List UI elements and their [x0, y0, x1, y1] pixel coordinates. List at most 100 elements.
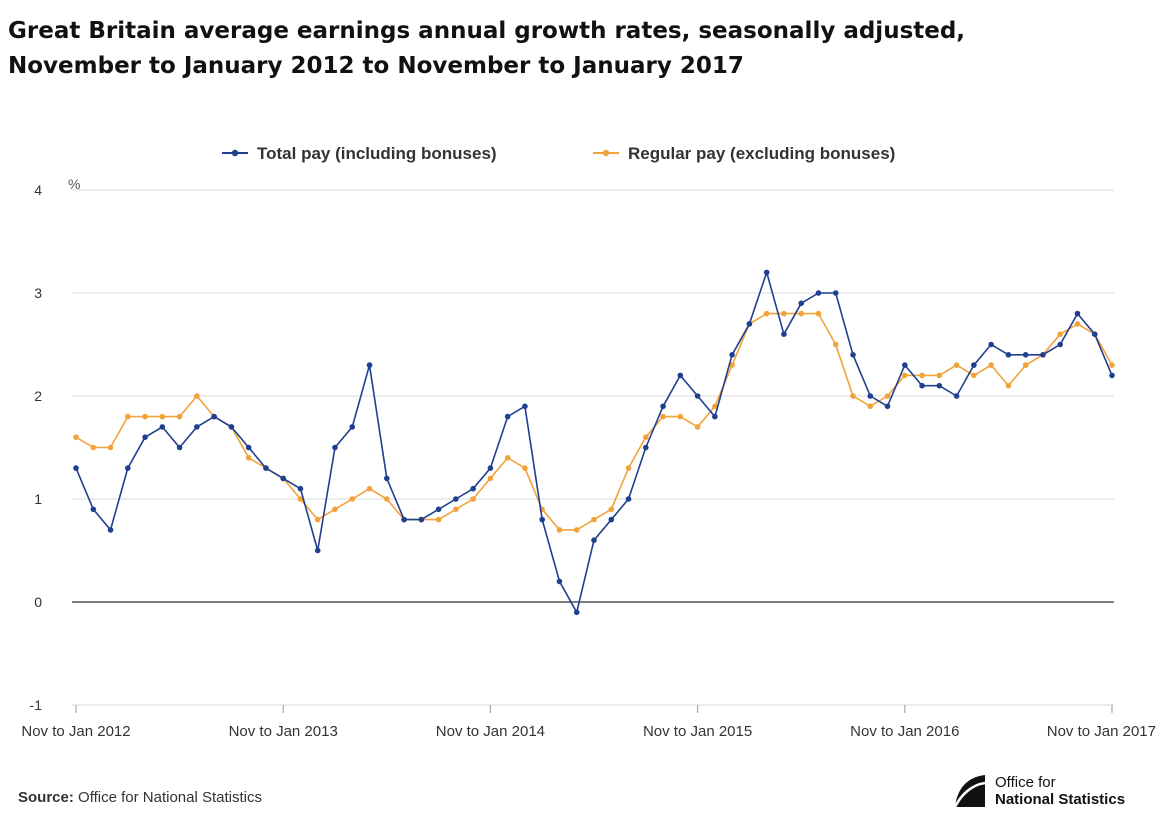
- total-pay-point[interactable]: [453, 496, 459, 502]
- total-pay-point[interactable]: [470, 485, 476, 492]
- total-pay-point[interactable]: [798, 300, 804, 307]
- total-pay-point[interactable]: [194, 424, 200, 430]
- regular-pay-point[interactable]: [884, 393, 891, 399]
- regular-pay-point[interactable]: [712, 403, 718, 410]
- regular-pay-point[interactable]: [781, 310, 787, 317]
- total-pay-point[interactable]: [1057, 341, 1063, 348]
- regular-pay-point[interactable]: [366, 485, 373, 492]
- regular-pay-point[interactable]: [73, 434, 79, 441]
- regular-pay-point[interactable]: [902, 372, 908, 379]
- total-pay-point[interactable]: [625, 496, 632, 502]
- regular-pay-point[interactable]: [504, 455, 511, 461]
- regular-pay-point[interactable]: [660, 413, 666, 420]
- regular-pay-point[interactable]: [850, 393, 856, 399]
- total-pay-point[interactable]: [159, 424, 166, 430]
- total-pay-point[interactable]: [401, 516, 407, 523]
- total-pay-point[interactable]: [608, 516, 615, 523]
- total-pay-point[interactable]: [522, 403, 528, 410]
- regular-pay-point[interactable]: [763, 310, 770, 317]
- total-pay-point[interactable]: [435, 506, 442, 513]
- regular-pay-point[interactable]: [573, 527, 580, 533]
- total-pay-point[interactable]: [556, 578, 563, 585]
- total-pay-point[interactable]: [677, 372, 684, 379]
- regular-pay-point[interactable]: [988, 362, 994, 368]
- total-pay-point[interactable]: [573, 609, 580, 616]
- regular-pay-point[interactable]: [1022, 362, 1029, 368]
- total-pay-point[interactable]: [314, 547, 321, 554]
- total-pay-point[interactable]: [73, 465, 79, 471]
- regular-pay-point[interactable]: [435, 516, 442, 523]
- regular-pay-point[interactable]: [384, 496, 390, 502]
- total-pay-point[interactable]: [850, 352, 856, 358]
- regular-pay-point[interactable]: [125, 413, 131, 420]
- regular-pay-point[interactable]: [1005, 382, 1012, 389]
- total-pay-point[interactable]: [988, 341, 994, 348]
- regular-pay-point[interactable]: [953, 362, 960, 368]
- total-pay-point[interactable]: [936, 382, 943, 389]
- total-pay-point[interactable]: [919, 382, 925, 389]
- regular-pay-point[interactable]: [245, 455, 252, 461]
- total-pay-point[interactable]: [953, 393, 960, 399]
- total-pay-point[interactable]: [694, 393, 701, 399]
- total-pay-point[interactable]: [125, 465, 131, 471]
- legend-regular-pay-marker-icon[interactable]: [602, 149, 610, 157]
- total-pay-point[interactable]: [902, 362, 908, 368]
- total-pay-point[interactable]: [107, 527, 114, 533]
- total-pay-point[interactable]: [384, 475, 390, 482]
- total-pay-point[interactable]: [297, 485, 304, 492]
- regular-pay-point[interactable]: [677, 413, 684, 420]
- total-pay-point[interactable]: [1022, 352, 1029, 358]
- total-pay-point[interactable]: [712, 413, 718, 420]
- total-pay-point[interactable]: [660, 403, 666, 410]
- total-pay-point[interactable]: [366, 362, 373, 368]
- regular-pay-point[interactable]: [142, 413, 148, 420]
- legend-total-pay-marker-icon[interactable]: [231, 149, 239, 157]
- total-pay-point[interactable]: [781, 331, 787, 338]
- regular-pay-point[interactable]: [919, 372, 925, 379]
- regular-pay-point[interactable]: [971, 372, 977, 379]
- regular-pay-point[interactable]: [522, 465, 528, 471]
- regular-pay-point[interactable]: [453, 506, 459, 513]
- regular-pay-point[interactable]: [1109, 362, 1115, 368]
- total-pay-point[interactable]: [228, 424, 235, 430]
- total-pay-point[interactable]: [142, 434, 148, 441]
- total-pay-point[interactable]: [746, 321, 753, 327]
- regular-pay-point[interactable]: [729, 362, 735, 368]
- regular-pay-point[interactable]: [643, 434, 649, 441]
- total-pay-point[interactable]: [643, 444, 649, 451]
- regular-pay-point[interactable]: [936, 372, 943, 379]
- total-pay-point[interactable]: [1109, 372, 1115, 379]
- regular-pay-point[interactable]: [349, 496, 356, 502]
- regular-pay-point[interactable]: [470, 496, 476, 502]
- total-pay-point[interactable]: [487, 465, 494, 471]
- total-pay-point[interactable]: [90, 506, 97, 513]
- regular-pay-point[interactable]: [314, 516, 321, 523]
- total-pay-point[interactable]: [349, 424, 356, 430]
- total-pay-point[interactable]: [971, 362, 977, 368]
- regular-pay-point[interactable]: [815, 310, 822, 317]
- regular-pay-point[interactable]: [194, 393, 200, 399]
- total-pay-point[interactable]: [1040, 352, 1046, 358]
- total-pay-point[interactable]: [211, 413, 217, 420]
- total-pay-point[interactable]: [867, 393, 874, 399]
- total-pay-point[interactable]: [245, 444, 252, 451]
- total-pay-point[interactable]: [591, 537, 597, 543]
- total-pay-point[interactable]: [539, 516, 545, 523]
- total-pay-point[interactable]: [263, 465, 269, 471]
- regular-pay-point[interactable]: [694, 424, 701, 430]
- regular-pay-point[interactable]: [107, 444, 114, 451]
- total-pay-point[interactable]: [1091, 331, 1098, 338]
- total-pay-point[interactable]: [729, 352, 735, 358]
- total-pay-point[interactable]: [280, 475, 287, 482]
- regular-pay-point[interactable]: [556, 527, 563, 533]
- regular-pay-point[interactable]: [798, 310, 804, 317]
- total-pay-point[interactable]: [418, 516, 425, 523]
- total-pay-point[interactable]: [1074, 310, 1081, 317]
- regular-pay-point[interactable]: [297, 496, 304, 502]
- total-pay-point[interactable]: [176, 444, 183, 451]
- regular-pay-point[interactable]: [867, 403, 874, 410]
- total-pay-point[interactable]: [815, 290, 822, 296]
- total-pay-point[interactable]: [763, 269, 770, 276]
- regular-pay-point[interactable]: [176, 413, 183, 420]
- regular-pay-point[interactable]: [1057, 331, 1063, 338]
